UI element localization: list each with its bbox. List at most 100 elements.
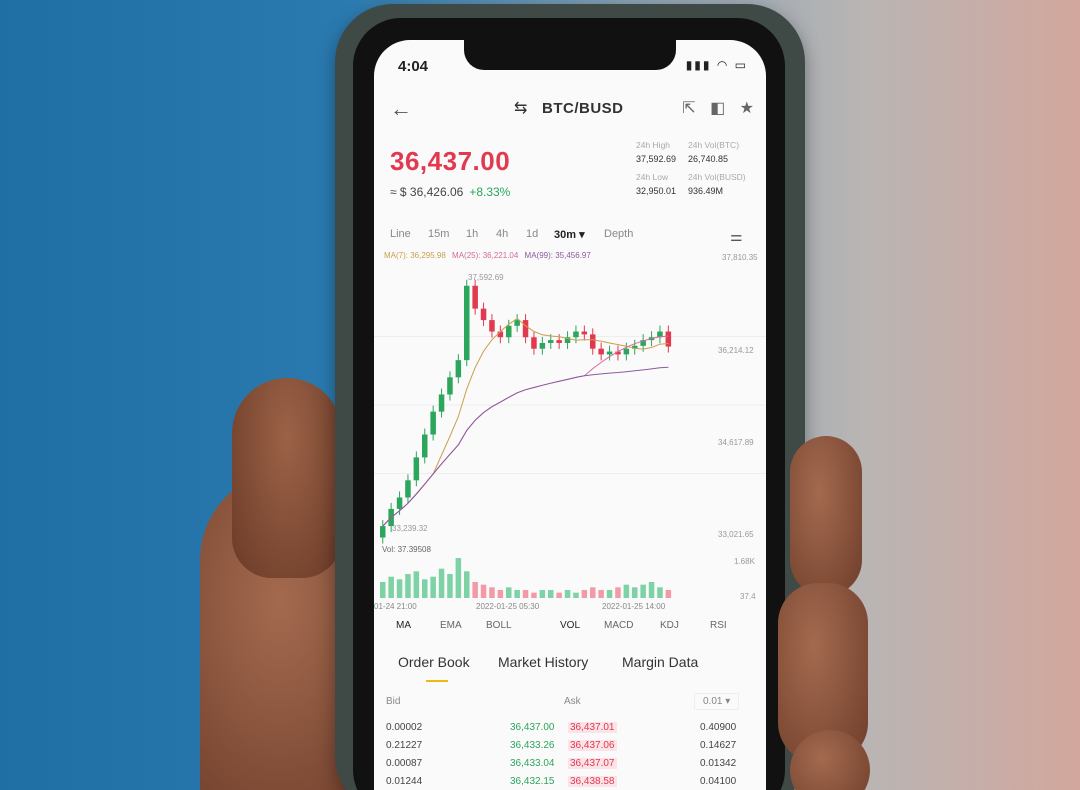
candle (380, 526, 386, 538)
settings-sliders-icon[interactable]: ⚌ (730, 228, 743, 244)
candle (447, 377, 453, 395)
header-icons: ⇱ ◧ ★ (672, 98, 754, 118)
status-time: 4:04 (398, 58, 429, 75)
candle (506, 325, 512, 338)
back-arrow-icon[interactable]: ← (390, 96, 412, 121)
volume-bar (623, 584, 630, 598)
ask-price: 36,437.01 (568, 722, 617, 733)
bid-price: 36,432.15 (510, 776, 555, 787)
indicator-vol[interactable]: VOL (560, 620, 581, 631)
favorite-star-icon[interactable]: ★ (739, 100, 754, 117)
candle (590, 334, 596, 349)
ma25-label: MA(25): 36,221.04 (452, 251, 519, 260)
candle (531, 337, 537, 349)
status-icons: ▮▮▮ ◠ ▭ (685, 58, 748, 72)
phone-screen: 4:04 ▮▮▮ ◠ ▭ ← ⇆ BTC/BUSD ⇱ ◧ ★ 36,437.0… (374, 40, 766, 790)
volume-label: Vol: 37.39508 (382, 545, 431, 554)
ask-qty: 0.04100 (700, 776, 737, 787)
indicator-kdj[interactable]: KDJ (660, 620, 679, 631)
precision-dropdown[interactable]: 0.01 ▾ (694, 693, 740, 710)
volume-bar (514, 590, 520, 598)
candle (489, 320, 495, 332)
volume-bar (396, 579, 403, 598)
candle (539, 342, 546, 349)
trough-label: 33,239.32 (392, 524, 428, 533)
usd-equivalent: ≈ $ 36,426.06 (390, 185, 464, 199)
y-axis-label: 33,021.65 (718, 530, 754, 539)
candle (455, 360, 462, 378)
candle (480, 308, 487, 321)
volume-bar (615, 587, 621, 598)
orderbook-row: 0.21227 36,433.26 36,437.06 0.14627 (374, 740, 766, 758)
candlestick-chart[interactable] (374, 262, 766, 602)
interval-line[interactable]: Line (390, 228, 411, 240)
ask-price: 36,437.06 (568, 740, 617, 751)
indicator-ema[interactable]: EMA (440, 620, 462, 631)
candle (606, 351, 613, 355)
stat-label: 24h Vol(BTC) (688, 140, 740, 150)
finger (790, 730, 870, 790)
ask-price: 36,437.07 (568, 758, 617, 769)
candle (438, 394, 445, 412)
stat-label: 24h Low (636, 172, 669, 182)
compare-icon[interactable]: ◧ (710, 100, 726, 117)
time-label: 01-24 21:00 (374, 602, 417, 611)
volume-bar (522, 590, 529, 598)
bid-price: 36,437.00 (510, 722, 555, 733)
y-axis-label: 37,810.35 (722, 253, 758, 262)
orderbook-row: 0.01244 36,432.15 36,438.58 0.04100 (374, 776, 766, 790)
volume-bar (422, 579, 428, 598)
tab-margin-data[interactable]: Margin Data (622, 654, 699, 670)
tab-market-history[interactable]: Market History (498, 654, 589, 670)
interval-1d[interactable]: 1d (526, 228, 539, 240)
stat-value: 26,740.85 (688, 154, 729, 164)
ask-qty: 0.01342 (700, 758, 737, 769)
stat-label: 24h High (636, 140, 671, 150)
volume-bar (489, 587, 495, 598)
stat-vol-busd: 24h Vol(BUSD) 936.49M (688, 172, 748, 196)
ma99-label: MA(99): 35,456.97 (524, 251, 591, 260)
tab-order-book[interactable]: Order Book (398, 654, 470, 670)
stat-low: 24h Low 32,950.01 (636, 172, 696, 196)
notch (464, 40, 676, 70)
volume-bar (548, 590, 554, 598)
interval-4h[interactable]: 4h (496, 228, 509, 240)
interval-1h[interactable]: 1h (466, 228, 479, 240)
volume-max-label: 1.68K (734, 557, 755, 566)
candle (472, 285, 478, 309)
volume-bar (447, 574, 453, 598)
indicator-ma[interactable]: MA (396, 620, 411, 631)
volume-bar (388, 576, 394, 598)
interval-15m[interactable]: 15m (428, 228, 450, 240)
bid-qty: 0.21227 (386, 740, 423, 751)
indicator-boll[interactable]: BOLL (486, 620, 512, 631)
interval-depth[interactable]: Depth (604, 228, 634, 240)
y-axis-label: 34,617.89 (718, 438, 754, 447)
volume-bar (606, 590, 613, 598)
interval-30m[interactable]: 30m ▾ (554, 229, 585, 241)
volume-bar (640, 584, 646, 598)
moving-average-line (382, 366, 669, 527)
candle (430, 411, 436, 435)
bottom-tabs: Order Book Market History Margin Data (374, 650, 766, 686)
candle (598, 348, 604, 355)
candle (632, 345, 638, 349)
swap-icon[interactable]: ⇆ (514, 100, 528, 117)
candle (564, 337, 571, 343)
active-tab-indicator (426, 680, 448, 682)
volume-bar (413, 571, 420, 598)
candle (464, 285, 470, 361)
last-price: 36,437.00 (390, 146, 511, 176)
bid-header: Bid (386, 696, 401, 707)
bid-qty: 0.01244 (386, 776, 423, 787)
volume-bar (539, 590, 546, 598)
candle (665, 331, 672, 347)
stat-value: 37,592.69 (636, 154, 677, 164)
volume-bar (657, 587, 663, 598)
indicator-macd[interactable]: MACD (604, 620, 634, 631)
expand-icon[interactable]: ⇱ (682, 100, 696, 117)
indicator-rsi[interactable]: RSI (710, 620, 727, 631)
candle (405, 480, 411, 498)
candle (623, 348, 630, 355)
pair-title[interactable]: BTC/BUSD (542, 100, 624, 117)
